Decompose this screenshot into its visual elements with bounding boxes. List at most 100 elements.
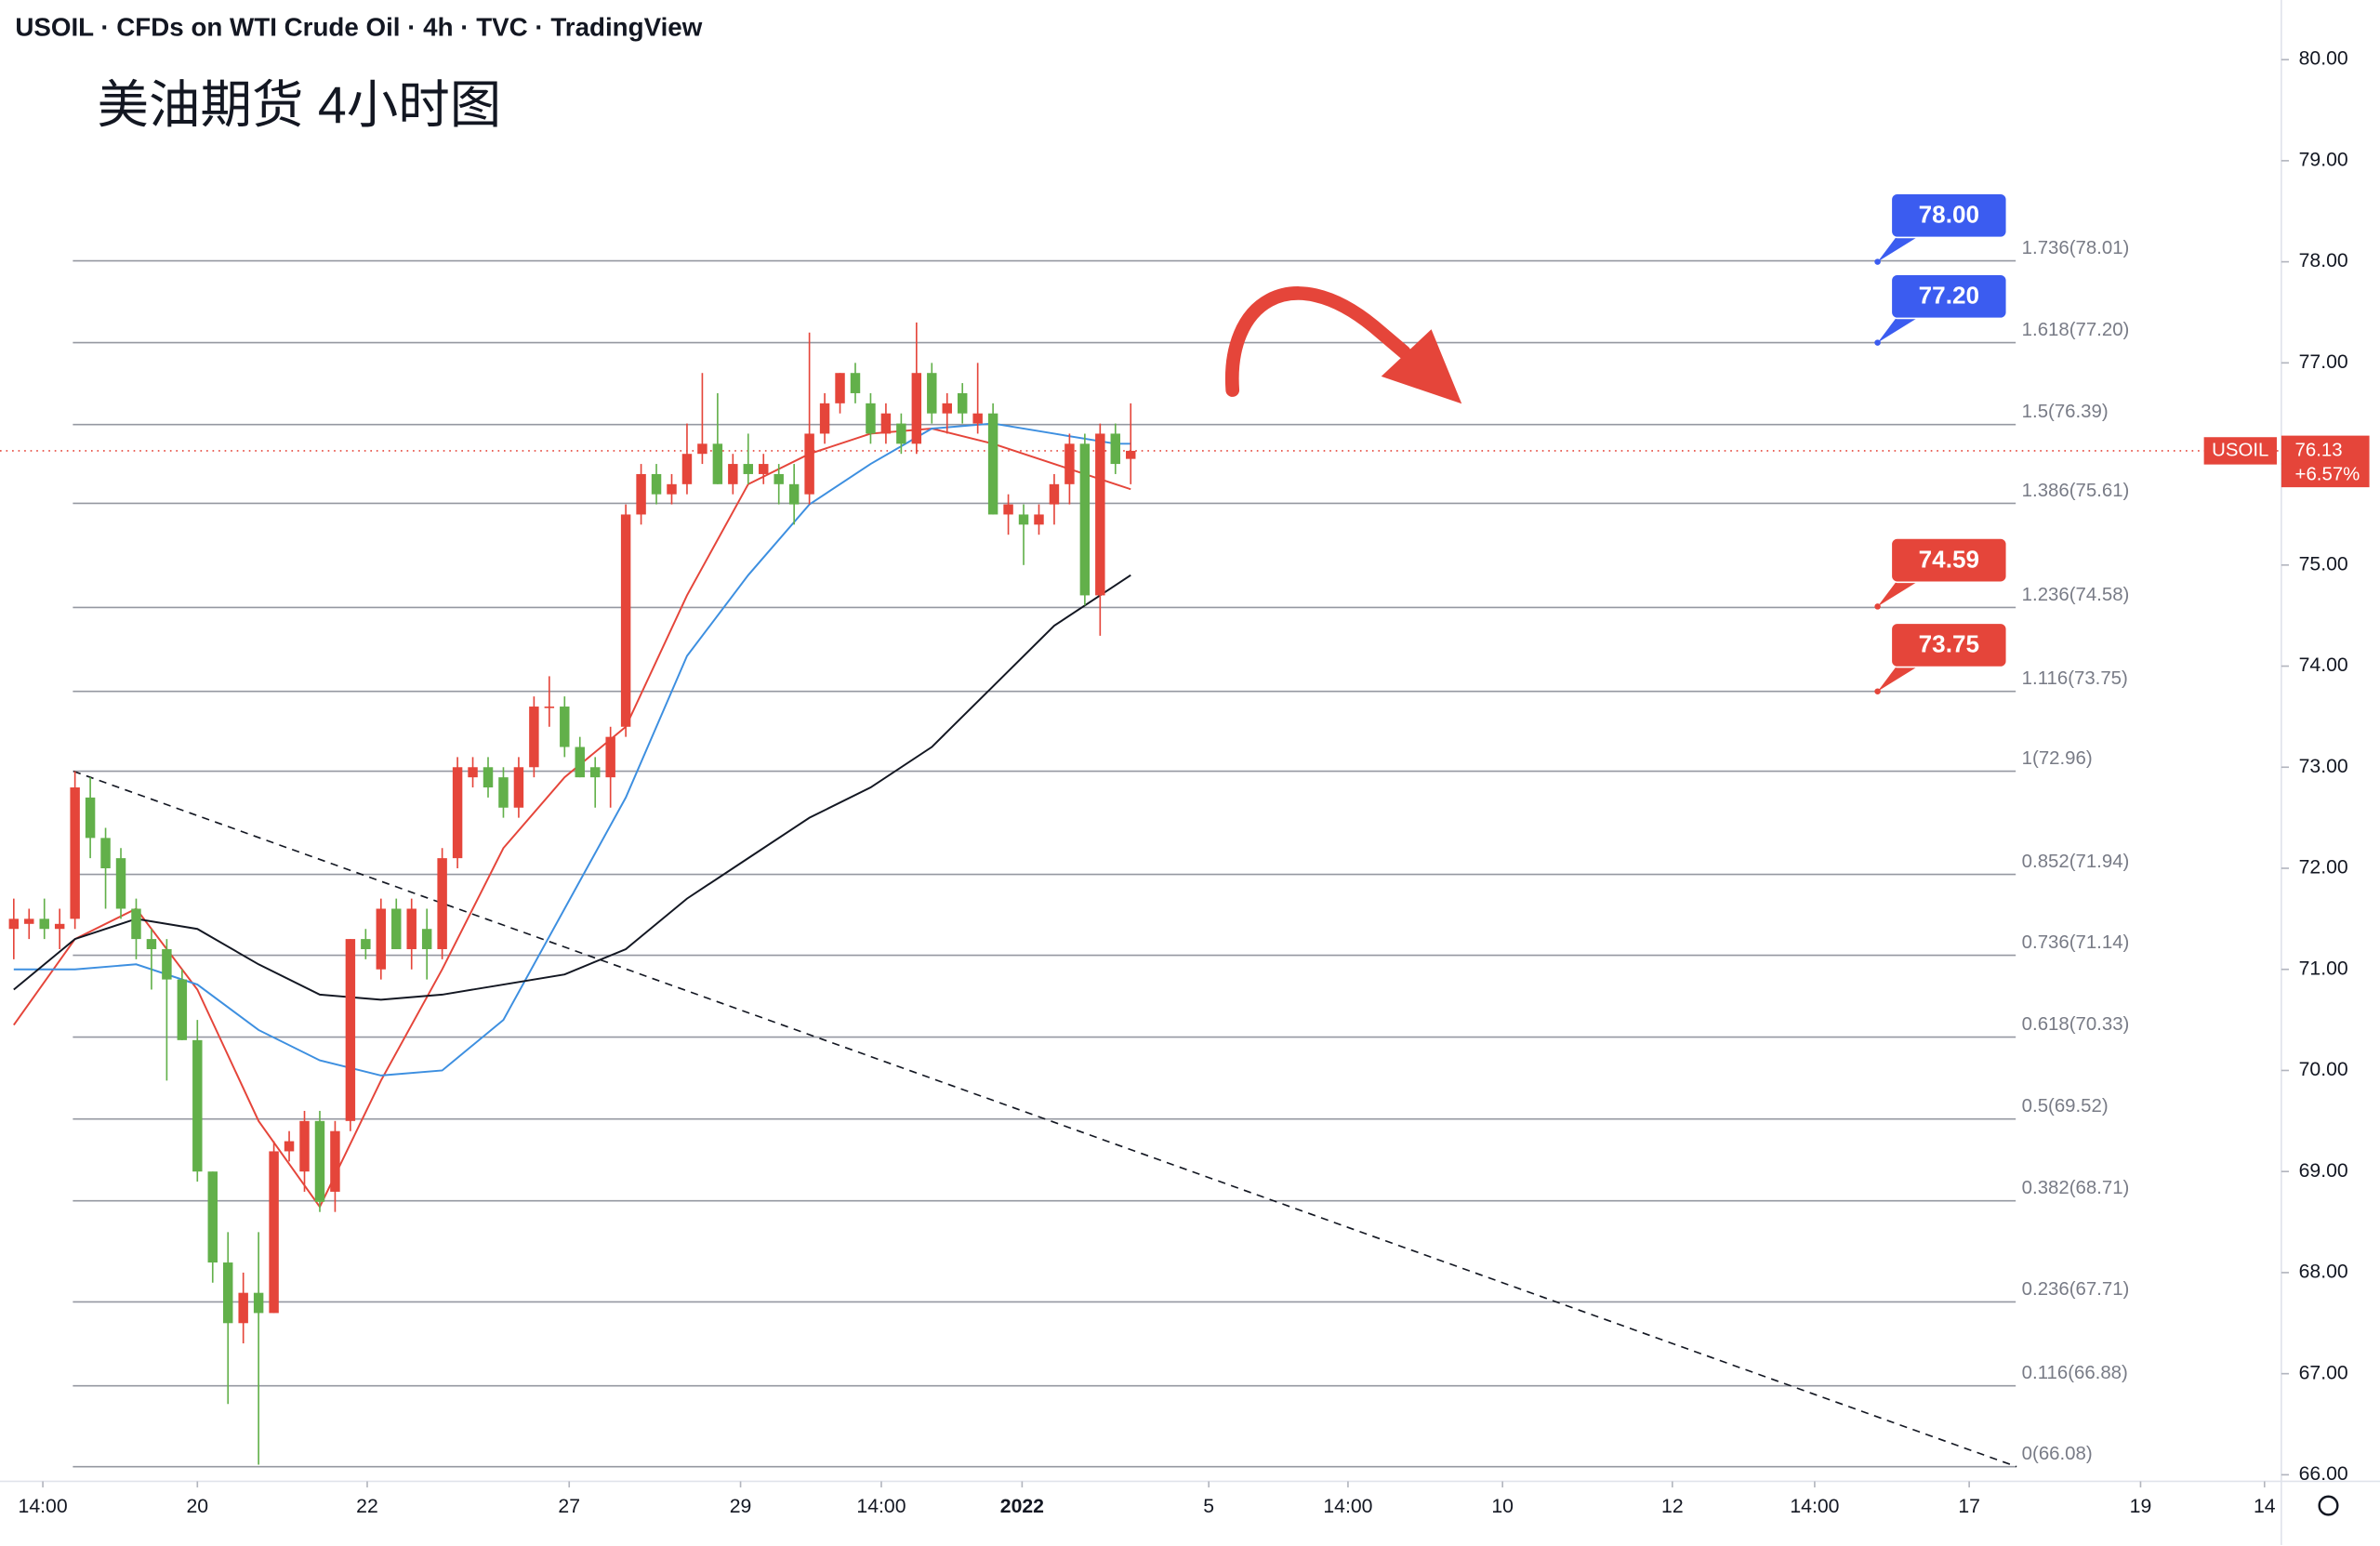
- candle-body: [1018, 514, 1029, 525]
- x-tick-label: 27: [558, 1496, 580, 1517]
- fib-label: 0.236(67.71): [2022, 1279, 2130, 1300]
- y-tick-label: 68.00: [2299, 1262, 2348, 1283]
- y-tick-label: 67.00: [2299, 1362, 2348, 1383]
- candle-body: [238, 1292, 248, 1324]
- candle-body: [330, 1130, 340, 1192]
- x-tick-label: 2022: [1000, 1496, 1044, 1517]
- candle-body: [498, 777, 509, 808]
- candle-body: [1110, 433, 1121, 465]
- price-tag-axis: [2281, 435, 2370, 488]
- candle-body: [589, 767, 601, 778]
- y-tick-label: 72.00: [2299, 857, 2348, 879]
- candle-body: [681, 454, 693, 484]
- candle-body: [468, 767, 478, 778]
- price-tag: 74.59: [1874, 537, 2008, 610]
- fib-label: 0.382(68.71): [2022, 1178, 2130, 1198]
- candle-body: [636, 473, 646, 515]
- candle-body: [1079, 443, 1091, 596]
- candle-body: [560, 707, 570, 747]
- x-tick-label: 22: [356, 1496, 378, 1517]
- symbol-label: USOIL: [2212, 440, 2268, 460]
- candle-body: [620, 514, 631, 727]
- x-tick-label: 10: [1491, 1496, 1514, 1517]
- tag-label: 78.00: [1919, 201, 1979, 229]
- tag-anchor: [1874, 603, 1881, 610]
- trend-line: [73, 770, 2017, 1468]
- symbol-tag: [2203, 437, 2277, 465]
- candle-body: [896, 423, 906, 444]
- y-tick-label: 73.00: [2299, 756, 2348, 777]
- arrow-head: [1381, 329, 1462, 404]
- settings-icon[interactable]: [2318, 1495, 2339, 1516]
- fib-label: 0.736(71.14): [2022, 932, 2130, 953]
- tag-label: 77.20: [1919, 282, 1979, 310]
- candle-body: [8, 918, 20, 930]
- candle-body: [85, 797, 96, 839]
- fib-label: 1(72.96): [2022, 748, 2093, 769]
- fib-label: 0(66.08): [2022, 1444, 2093, 1464]
- fib-label: 0.618(70.33): [2022, 1014, 2130, 1035]
- candle-body: [376, 908, 387, 970]
- candle-body: [421, 929, 432, 949]
- tag-box: [1890, 273, 2008, 320]
- arrow: [1224, 286, 1411, 397]
- candle-body: [207, 1171, 218, 1263]
- fib-label: 0.5(69.52): [2022, 1096, 2109, 1117]
- plot: 1.736(78.01) 1.618(77.20) 1.5(76.39) 1.386(…: [0, 192, 2281, 1468]
- x-tick-label: 19: [2130, 1496, 2152, 1517]
- candle-body: [728, 464, 738, 484]
- y-tick-label: 75.00: [2299, 553, 2348, 575]
- candle-body: [131, 908, 141, 940]
- x-tick-label: 17: [1958, 1496, 1980, 1517]
- candle-body: [406, 908, 416, 949]
- y-tick-label: 79.00: [2299, 149, 2348, 170]
- y-tick-label: 77.00: [2299, 351, 2348, 373]
- candle-body: [253, 1292, 264, 1314]
- fib-label: 0.852(71.94): [2022, 852, 2130, 872]
- candle-body: [70, 787, 80, 919]
- price-tag: 73.75: [1874, 622, 2008, 694]
- candle-body: [146, 939, 157, 949]
- candle-body: [483, 767, 494, 788]
- tag-box: [1890, 192, 2008, 239]
- x-tick-label: 14: [2254, 1496, 2276, 1517]
- candle-body: [299, 1120, 310, 1172]
- tag-label: 73.75: [1919, 630, 1979, 658]
- tag-box: [1890, 622, 2008, 668]
- x-tick-label: 14:00: [1790, 1496, 1839, 1517]
- fib-label: 1.5(76.39): [2022, 402, 2109, 422]
- y-tick-label: 78.00: [2299, 250, 2348, 271]
- x-tick-label: 29: [730, 1496, 752, 1517]
- candle-body: [804, 433, 814, 495]
- candle-body: [743, 464, 754, 474]
- candle-body: [850, 373, 861, 393]
- fib-label: 1.236(74.58): [2022, 585, 2130, 605]
- tag-pointer: [1877, 575, 1922, 607]
- candle-body: [544, 707, 555, 708]
- tag-anchor: [1874, 339, 1881, 346]
- candle-body: [987, 413, 998, 515]
- candle-body: [835, 373, 845, 403]
- tag-pointer: [1877, 231, 1922, 262]
- candle-body: [361, 939, 371, 949]
- candle-body: [605, 736, 615, 778]
- tag-anchor: [1874, 258, 1881, 265]
- candle-body: [759, 464, 769, 474]
- price-tag: 77.20: [1874, 273, 2008, 346]
- moving-average: [13, 422, 1131, 1077]
- candle-body: [651, 473, 662, 495]
- candle-body: [192, 1039, 203, 1172]
- candle-body: [391, 908, 402, 949]
- gear[interactable]: [2318, 1495, 2339, 1516]
- candle-body: [452, 767, 463, 859]
- x-tick-label: 20: [187, 1496, 209, 1517]
- fib-label: 1.386(75.61): [2022, 481, 2130, 501]
- candle-body: [437, 858, 447, 949]
- chart-subtitle: 美油期货 4小时图: [97, 76, 501, 134]
- candle-body: [667, 483, 677, 495]
- candle-body: [1064, 443, 1075, 484]
- moving-average: [13, 574, 1131, 1001]
- candle-body: [1049, 483, 1060, 505]
- candle-body: [1034, 514, 1044, 525]
